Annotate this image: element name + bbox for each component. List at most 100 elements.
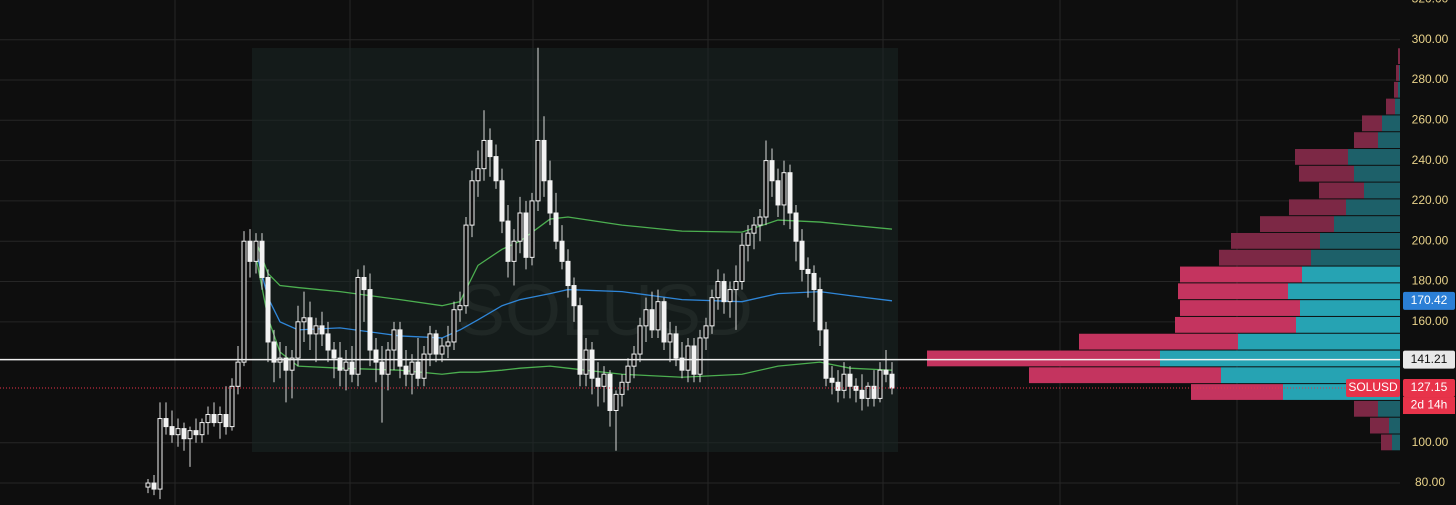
- candle-body: [547, 180, 553, 214]
- candle-body: [457, 305, 463, 311]
- candle-body: [823, 329, 829, 379]
- profile-sell: [1079, 333, 1238, 350]
- candle-body: [673, 333, 679, 359]
- profile-buy: [1320, 232, 1400, 249]
- candle-body: [151, 482, 157, 490]
- candle-body: [589, 349, 595, 379]
- candle-body: [649, 309, 655, 331]
- candle-body: [469, 180, 475, 226]
- candle-body: [409, 361, 415, 375]
- candle-body: [205, 414, 211, 424]
- candle-body: [337, 357, 343, 371]
- profile-buy: [1382, 115, 1400, 132]
- profile-sell: [1175, 316, 1296, 333]
- candle-body: [499, 180, 505, 222]
- candle-body: [325, 333, 331, 351]
- candle-body: [877, 369, 883, 399]
- candle-body: [505, 220, 511, 262]
- candle-body: [733, 281, 739, 291]
- profile-sell: [1299, 165, 1354, 182]
- candle-body: [313, 325, 319, 335]
- watermark: SOLUSD: [457, 271, 753, 351]
- candle-body: [481, 139, 487, 170]
- profile-sell: [1354, 400, 1378, 417]
- candle-body: [193, 430, 199, 436]
- candle-body: [787, 172, 793, 214]
- range-box: [252, 48, 898, 452]
- candle-body: [271, 341, 277, 363]
- candle-body: [397, 329, 403, 367]
- candle-body: [841, 373, 847, 391]
- candle-body: [541, 139, 547, 182]
- profile-buy: [1398, 81, 1400, 98]
- y-tick-label: 240.00: [1412, 153, 1449, 167]
- profile-sell: [1370, 417, 1389, 434]
- y-tick-label: 220.00: [1412, 193, 1449, 207]
- candle-body: [199, 422, 205, 436]
- candle-body: [859, 389, 865, 399]
- profile-buy: [1302, 266, 1400, 283]
- candle-body: [511, 240, 517, 262]
- candle-body: [751, 224, 757, 234]
- countdown: 2d 14h: [1411, 398, 1448, 412]
- profile-buy: [1395, 98, 1400, 115]
- candle-body: [661, 301, 667, 343]
- candle-body: [493, 156, 499, 182]
- candle-body: [613, 393, 619, 411]
- symbol-box: [1346, 379, 1400, 398]
- candle-body: [865, 385, 871, 399]
- candle-body: [595, 377, 601, 387]
- candle-body: [715, 281, 721, 299]
- candle-body: [463, 224, 469, 307]
- candle-body: [799, 240, 805, 270]
- last-price-label-box: [1403, 379, 1455, 398]
- candle-body: [223, 414, 229, 428]
- candle-body: [571, 285, 577, 307]
- profile-sell: [1178, 283, 1288, 300]
- countdown-box: [1403, 397, 1455, 415]
- candle-body: [145, 482, 151, 488]
- candle-body: [793, 212, 799, 242]
- y-tick-label: 260.00: [1412, 112, 1449, 126]
- candle-body: [331, 349, 337, 359]
- candle-body: [217, 414, 223, 424]
- candle-body: [643, 309, 649, 327]
- candle-body: [535, 139, 541, 202]
- candle-body: [343, 361, 349, 371]
- profile-buy: [1311, 249, 1400, 266]
- candle-body: [163, 418, 169, 428]
- y-tick-label: 200.00: [1412, 233, 1449, 247]
- candle-body: [637, 325, 643, 355]
- candle-body: [739, 244, 745, 283]
- profile-sell: [1319, 182, 1364, 199]
- candle-body: [157, 418, 163, 490]
- candle-body: [703, 325, 709, 339]
- candle-body: [883, 369, 889, 375]
- candle-body: [517, 212, 523, 242]
- profile-buy: [1348, 149, 1400, 165]
- candle-body: [625, 365, 631, 383]
- band-line: [255, 216, 893, 307]
- profile-buy: [1392, 434, 1400, 451]
- profile-buy: [1238, 333, 1400, 350]
- candle-body: [871, 385, 877, 399]
- profile-buy: [1389, 417, 1400, 434]
- candle-body: [679, 357, 685, 371]
- profile-sell: [1386, 98, 1395, 115]
- candle-body: [847, 373, 853, 387]
- y-tick-label: 80.00: [1415, 475, 1445, 489]
- candle-body: [391, 329, 397, 351]
- profile-sell: [1180, 266, 1302, 283]
- candle-body: [367, 289, 373, 351]
- y-tick-label: 300.00: [1412, 32, 1449, 46]
- candle-body: [289, 357, 295, 371]
- candle-body: [379, 361, 385, 375]
- candle-body: [889, 373, 895, 389]
- candle-body: [529, 200, 535, 258]
- candle-body: [301, 317, 307, 323]
- profile-buy: [1160, 350, 1400, 367]
- profile-buy: [1334, 216, 1400, 232]
- candle-body: [745, 232, 751, 246]
- candle-body: [655, 301, 661, 331]
- candle-body: [319, 325, 325, 335]
